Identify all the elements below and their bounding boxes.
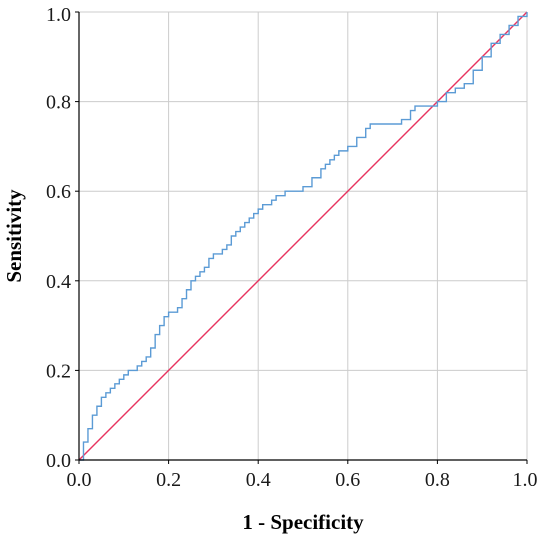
roc-curve	[79, 12, 528, 461]
y-tick-label: 0.0	[46, 450, 71, 472]
y-tick-label: 0.4	[46, 271, 71, 293]
y-tick-label: 0.6	[46, 181, 71, 203]
reference-diagonal	[78, 11, 528, 461]
x-axis-ticks: 0.0 0.2 0.4 0.6 0.8 1.0	[67, 460, 538, 491]
x-axis-title: 1 - Specificity	[242, 510, 364, 534]
reference-line	[78, 11, 528, 461]
y-tick-label: 1.0	[46, 4, 71, 26]
y-tick-label: 0.8	[46, 92, 71, 114]
x-tick-label: 1.0	[513, 469, 538, 491]
y-tick-label: 0.2	[46, 360, 71, 382]
x-tick-label: 0.6	[335, 469, 360, 491]
y-axis-title: Sensitivity	[2, 189, 26, 283]
roc-curve-line	[79, 12, 528, 461]
x-tick-label: 0.8	[425, 469, 450, 491]
grid-lines	[79, 11, 528, 460]
x-tick-label: 0.0	[67, 469, 92, 491]
x-tick-label: 0.4	[246, 469, 271, 491]
y-axis-ticks: 0.0 0.2 0.4 0.6 0.8 1.0	[46, 4, 79, 472]
x-tick-label: 0.2	[156, 469, 181, 491]
